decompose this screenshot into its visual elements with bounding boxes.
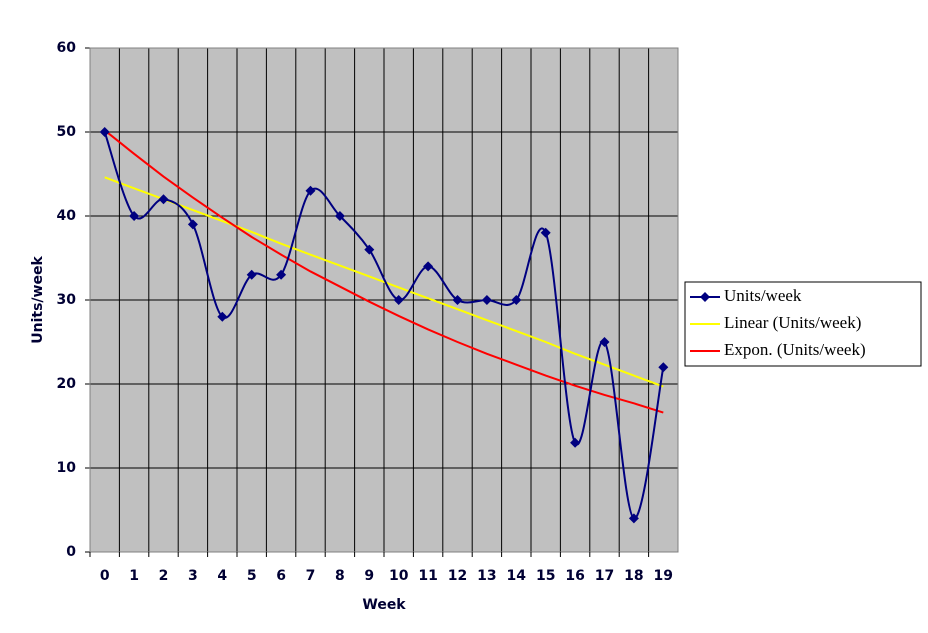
point-marker — [452, 295, 463, 305]
x-tick-label: 19 — [654, 568, 673, 584]
legend-label: Expon. (Units/week) — [724, 340, 866, 359]
x-axis-label: Week — [362, 597, 406, 613]
x-tick-label: 9 — [364, 568, 374, 584]
y-axis-label: Units/week — [30, 256, 46, 344]
x-tick-label: 17 — [595, 568, 614, 584]
point-marker — [99, 127, 110, 137]
point-marker — [570, 437, 581, 448]
x-tick-label: 3 — [188, 568, 198, 584]
y-tick-label: 0 — [66, 544, 76, 560]
y-tick-label: 20 — [57, 376, 77, 392]
point-marker — [305, 185, 316, 196]
point-marker — [334, 211, 345, 221]
point-marker — [217, 311, 228, 322]
legend-label: Linear (Units/week) — [724, 313, 861, 332]
x-tick-label: 1 — [129, 568, 139, 584]
x-tick-label: 14 — [507, 568, 527, 584]
point-marker — [599, 337, 610, 347]
x-tick-label: 15 — [536, 568, 555, 584]
legend-marker — [700, 292, 710, 302]
x-tick-label: 6 — [276, 568, 286, 584]
y-tick-label: 50 — [57, 124, 77, 140]
point-marker — [276, 269, 287, 280]
y-tick-label: 10 — [57, 460, 77, 476]
x-tick-label: 16 — [565, 568, 584, 584]
x-tick-label: 7 — [306, 568, 316, 584]
x-tick-label: 13 — [477, 568, 496, 584]
point-marker — [393, 295, 404, 305]
series-line — [103, 131, 665, 520]
x-tick-label: 8 — [335, 568, 345, 584]
point-marker — [129, 211, 140, 221]
x-tick-label: 12 — [448, 568, 467, 584]
x-tick-label: 0 — [100, 568, 110, 584]
x-tick-label: 18 — [624, 568, 643, 584]
point-marker — [658, 362, 669, 373]
point-marker — [628, 513, 639, 524]
x-tick-label: 4 — [217, 568, 227, 584]
point-marker — [423, 261, 434, 272]
point-marker — [158, 194, 169, 205]
x-tick-label: 10 — [389, 568, 409, 584]
series-line — [104, 129, 664, 414]
x-tick-label: 11 — [418, 568, 437, 584]
legend-label: Units/week — [724, 286, 802, 305]
x-tick-label: 5 — [247, 568, 257, 584]
point-marker — [364, 244, 375, 255]
point-marker — [540, 227, 551, 238]
series-line — [104, 176, 664, 388]
point-marker — [246, 269, 257, 280]
point-marker — [511, 295, 522, 305]
y-tick-label: 40 — [57, 208, 77, 224]
legend — [684, 281, 922, 367]
y-tick-label: 30 — [57, 292, 77, 308]
point-marker — [481, 295, 492, 305]
y-tick-label: 60 — [57, 40, 77, 56]
point-marker — [187, 219, 198, 230]
x-tick-label: 2 — [159, 568, 169, 584]
